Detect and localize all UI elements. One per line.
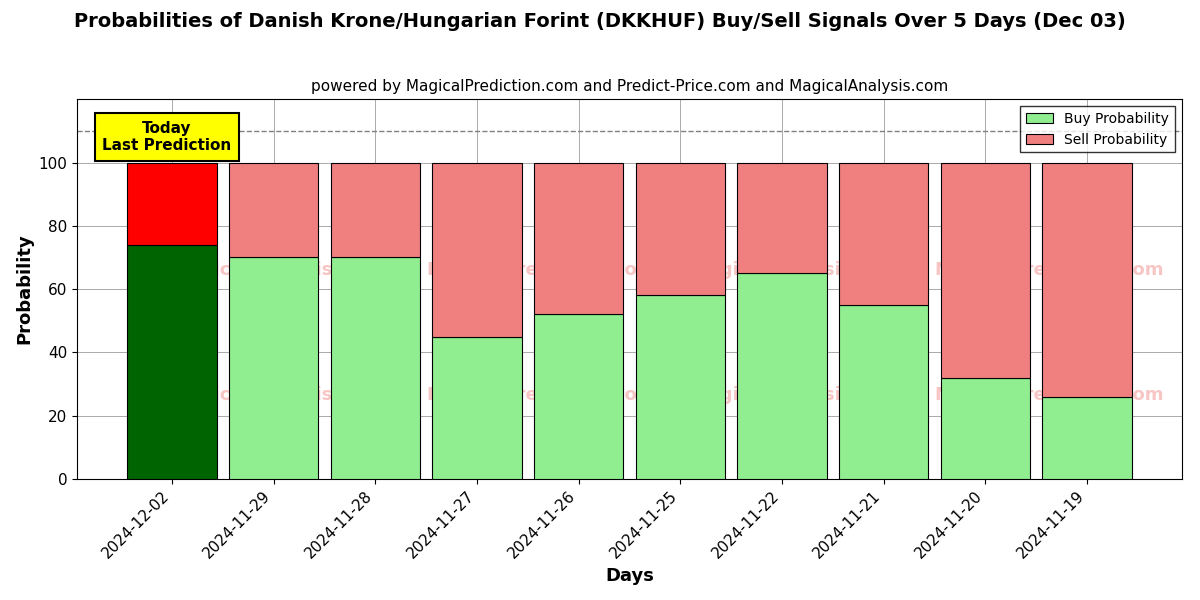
Bar bbox=[229, 163, 318, 257]
Bar bbox=[1042, 163, 1132, 397]
Legend: Buy Probability, Sell Probability: Buy Probability, Sell Probability bbox=[1020, 106, 1175, 152]
Bar bbox=[534, 163, 624, 314]
Text: MagicalAnalysis.com: MagicalAnalysis.com bbox=[690, 386, 900, 404]
Text: MagicalAnalysis.com: MagicalAnalysis.com bbox=[690, 261, 900, 279]
Bar bbox=[636, 163, 725, 295]
Title: powered by MagicalPrediction.com and Predict-Price.com and MagicalAnalysis.com: powered by MagicalPrediction.com and Pre… bbox=[311, 79, 948, 94]
X-axis label: Days: Days bbox=[605, 567, 654, 585]
Bar bbox=[229, 257, 318, 479]
Bar bbox=[636, 295, 725, 479]
Bar bbox=[839, 163, 929, 305]
Bar bbox=[839, 305, 929, 479]
Bar bbox=[127, 245, 217, 479]
Text: Today
Last Prediction: Today Last Prediction bbox=[102, 121, 232, 154]
Text: MagicalPrediction.com: MagicalPrediction.com bbox=[935, 386, 1164, 404]
Y-axis label: Probability: Probability bbox=[14, 233, 32, 344]
Text: Probabilities of Danish Krone/Hungarian Forint (DKKHUF) Buy/Sell Signals Over 5 : Probabilities of Danish Krone/Hungarian … bbox=[74, 12, 1126, 31]
Bar bbox=[534, 314, 624, 479]
Text: MagicalAnalysis.com: MagicalAnalysis.com bbox=[172, 261, 380, 279]
Text: MagicalPrediction.com: MagicalPrediction.com bbox=[426, 386, 656, 404]
Bar bbox=[1042, 397, 1132, 479]
Bar bbox=[941, 377, 1030, 479]
Bar bbox=[737, 163, 827, 273]
Text: MagicalPrediction.com: MagicalPrediction.com bbox=[426, 261, 656, 279]
Bar bbox=[127, 163, 217, 245]
Text: MagicalAnalysis.com: MagicalAnalysis.com bbox=[172, 386, 380, 404]
Bar bbox=[432, 337, 522, 479]
Bar bbox=[737, 273, 827, 479]
Bar bbox=[331, 257, 420, 479]
Bar bbox=[331, 163, 420, 257]
Text: MagicalPrediction.com: MagicalPrediction.com bbox=[935, 261, 1164, 279]
Bar bbox=[432, 163, 522, 337]
Bar bbox=[941, 163, 1030, 377]
